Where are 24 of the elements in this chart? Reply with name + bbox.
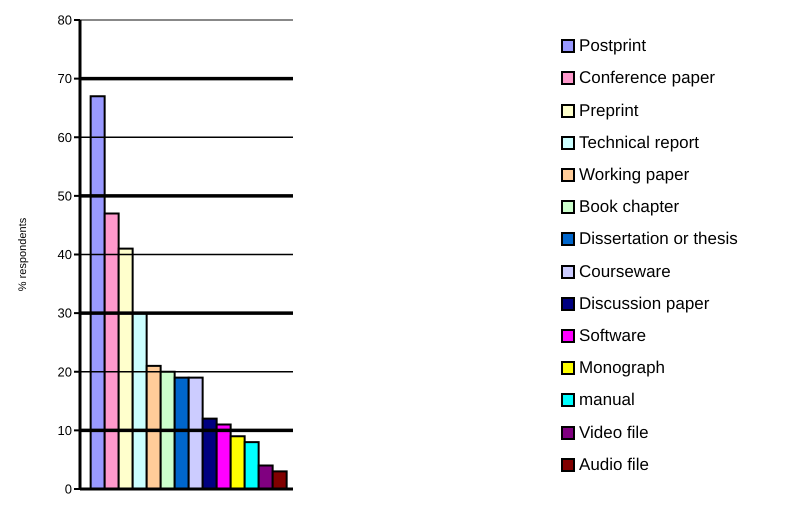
y-tick-label: 20 bbox=[58, 364, 72, 380]
legend-label: Video file bbox=[579, 422, 649, 443]
y-tick-label: 50 bbox=[58, 188, 72, 204]
legend-label: Monograph bbox=[579, 358, 666, 378]
y-tick-label: 40 bbox=[58, 247, 72, 262]
legend-label: manual bbox=[579, 390, 635, 410]
legend-label: Discussion paper bbox=[579, 294, 710, 314]
legend-label: Software bbox=[579, 326, 646, 346]
legend-label: Dissertation or thesis bbox=[579, 229, 738, 250]
y-axis-title: % respondents bbox=[16, 217, 29, 292]
legend-label: Courseware bbox=[579, 262, 671, 282]
legend-label: Book chapter bbox=[579, 197, 680, 218]
legend-label: Postprint bbox=[579, 36, 646, 56]
y-tick-label: 70 bbox=[58, 71, 72, 86]
legend-label: Audio file bbox=[579, 454, 649, 475]
y-tick-label: 0 bbox=[64, 482, 72, 497]
legend-label: Preprint bbox=[579, 100, 639, 121]
y-tick-label: 80 bbox=[58, 12, 72, 28]
y-tick-label: 60 bbox=[58, 130, 72, 145]
y-tick-label: 10 bbox=[58, 422, 72, 438]
legend-label: Working paper bbox=[579, 165, 690, 186]
legend-label: Technical report bbox=[579, 132, 700, 153]
legend-label: Conference paper bbox=[579, 68, 716, 88]
y-tick-label: 30 bbox=[58, 306, 72, 321]
